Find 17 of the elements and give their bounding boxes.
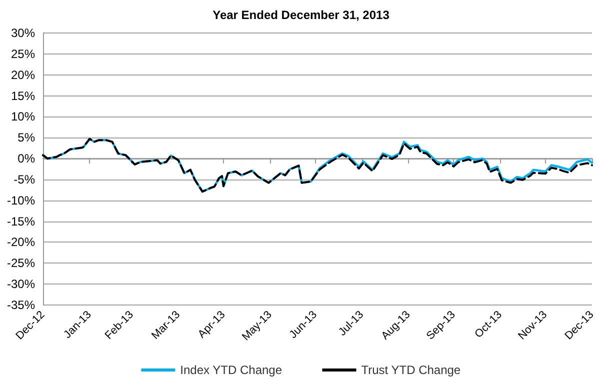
legend-label: Trust YTD Change bbox=[361, 363, 461, 377]
y-tick-label: 5% bbox=[18, 130, 36, 145]
y-tick-label: 10% bbox=[10, 110, 36, 124]
y-tick-label: 20% bbox=[10, 68, 36, 82]
y-tick-label: -25% bbox=[6, 256, 36, 270]
y-tick-label: -10% bbox=[6, 193, 36, 208]
y-tick-label: -20% bbox=[6, 235, 36, 250]
y-tick-label: -30% bbox=[6, 277, 36, 292]
y-tick-label: 30% bbox=[10, 26, 36, 40]
y-tick-label: -15% bbox=[6, 214, 36, 228]
legend-label: Index YTD Change bbox=[180, 363, 282, 377]
y-tick-label: -35% bbox=[6, 298, 36, 312]
chart-title: Year Ended December 31, 2013 bbox=[212, 8, 390, 22]
y-tick-label: 15% bbox=[10, 88, 36, 103]
y-tick-label: 0% bbox=[18, 152, 36, 166]
y-tick-label: 25% bbox=[10, 46, 36, 61]
y-tick-label: -5% bbox=[14, 172, 36, 186]
